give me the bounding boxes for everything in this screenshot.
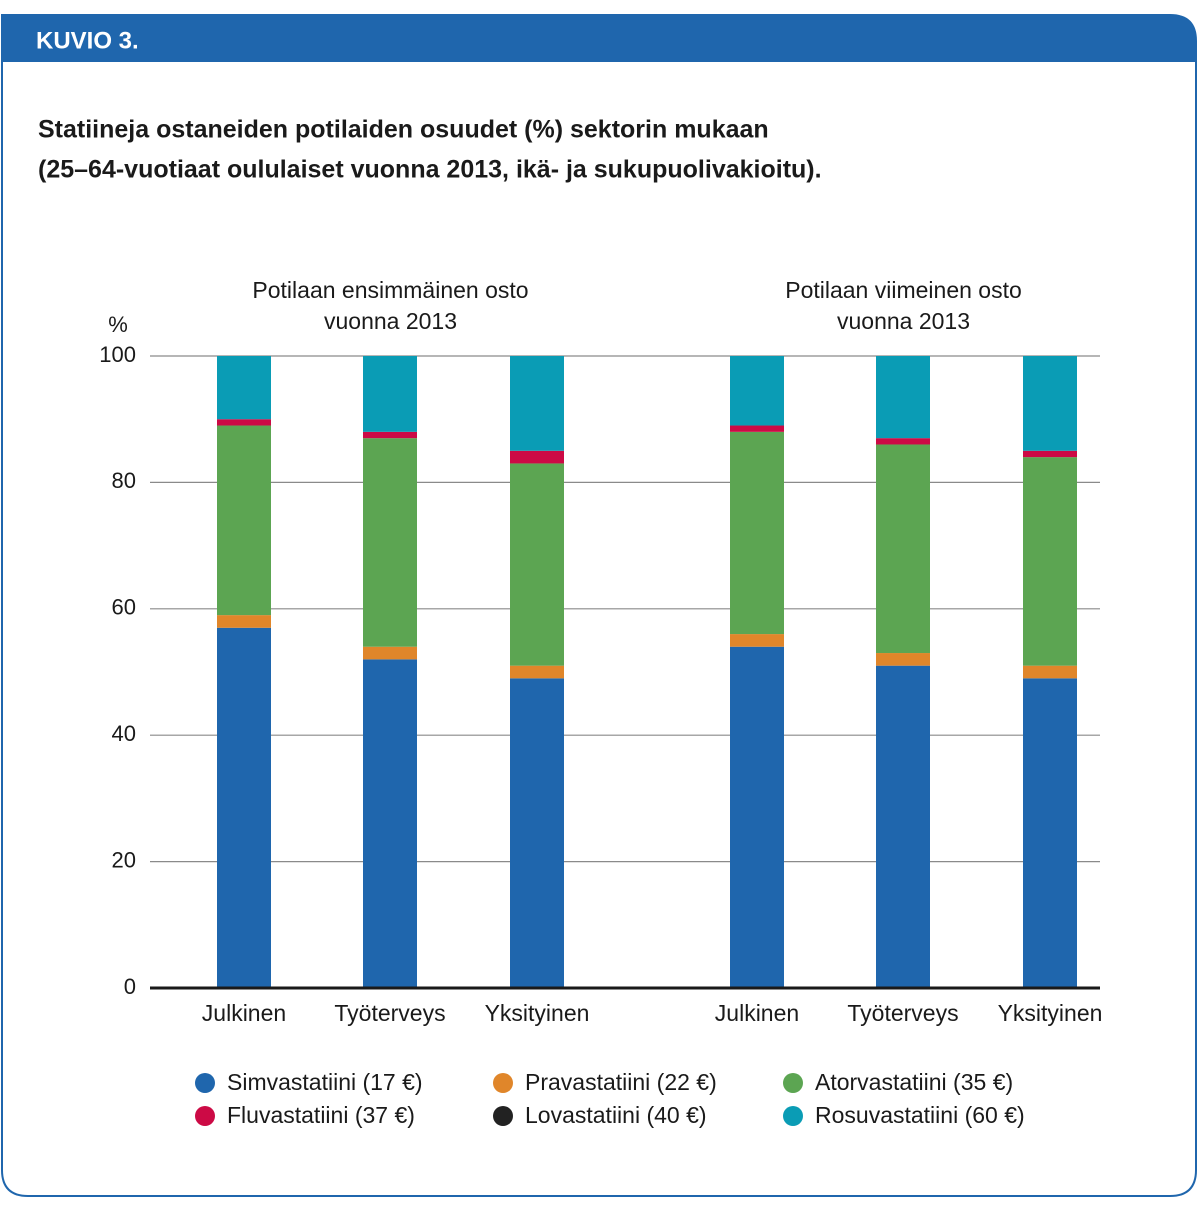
header-band (2, 15, 1196, 62)
x-tick-label: Julkinen (715, 1000, 799, 1026)
bar-segment (876, 444, 930, 654)
bar-segment (1023, 457, 1077, 666)
bar-segment (363, 659, 417, 988)
bar-segment (1023, 665, 1077, 679)
bar-segment (730, 356, 784, 426)
y-tick-label: 80 (112, 468, 136, 493)
x-tick-label: Työterveys (847, 1000, 958, 1026)
bar-segment (363, 438, 417, 647)
legend-label: Simvastatiini (17 €) (227, 1069, 423, 1095)
legend-marker (783, 1073, 803, 1093)
bar-segment (217, 627, 271, 988)
group-label: vuonna 2013 (324, 308, 457, 334)
bar-segment (876, 665, 930, 988)
x-tick-label: Yksityinen (998, 1000, 1103, 1026)
y-tick-label: 0 (124, 974, 136, 999)
y-tick-label: 20 (112, 847, 136, 872)
legend-marker (493, 1106, 513, 1126)
bar-segment (217, 425, 271, 616)
legend-marker (195, 1106, 215, 1126)
bar-segment (876, 356, 930, 439)
chart-title: (25–64-vuotiaat oululaiset vuonna 2013, … (38, 156, 822, 184)
bar-segment (510, 356, 564, 451)
bar-segment (730, 634, 784, 647)
bar-segment (217, 356, 271, 420)
bar-segment (510, 450, 564, 464)
bar-segment (363, 356, 417, 432)
legend-label: Pravastatiini (22 €) (525, 1069, 717, 1095)
x-tick-label: Yksityinen (485, 1000, 590, 1026)
y-axis-label: % (108, 312, 128, 337)
bar-segment (730, 425, 784, 432)
bar-segment (876, 653, 930, 666)
bar-segment (1023, 678, 1077, 988)
bar-segment (510, 665, 564, 679)
bar-segment (363, 431, 417, 439)
group-label: vuonna 2013 (837, 308, 970, 334)
legend-marker (195, 1073, 215, 1093)
y-tick-label: 40 (112, 721, 136, 746)
bar-segment (1023, 356, 1077, 451)
bar-segment (217, 419, 271, 426)
legend-label: Rosuvastatiini (60 €) (815, 1102, 1025, 1128)
bar-segment (730, 431, 784, 635)
bar-segment (876, 438, 930, 445)
figure-label: KUVIO 3. (36, 27, 139, 54)
y-tick-label: 100 (99, 342, 136, 367)
bar-segment (363, 646, 417, 660)
legend-marker (493, 1073, 513, 1093)
group-label: Potilaan ensimmäinen osto (252, 277, 528, 303)
bar-segment (730, 646, 784, 988)
x-tick-label: Julkinen (202, 1000, 286, 1026)
legend-label: Fluvastatiini (37 €) (227, 1102, 415, 1128)
y-tick-label: 60 (112, 595, 136, 620)
bar-segment (510, 678, 564, 988)
x-tick-label: Työterveys (334, 1000, 445, 1026)
group-label: Potilaan viimeinen osto (785, 277, 1022, 303)
bar-segment (217, 615, 271, 628)
legend-label: Atorvastatiini (35 €) (815, 1069, 1013, 1095)
chart-title: Statiineja ostaneiden potilaiden osuudet… (38, 116, 769, 144)
legend-label: Lovastatiini (40 €) (525, 1102, 707, 1128)
legend-marker (783, 1106, 803, 1126)
bar-segment (510, 463, 564, 666)
bar-segment (1023, 450, 1077, 458)
